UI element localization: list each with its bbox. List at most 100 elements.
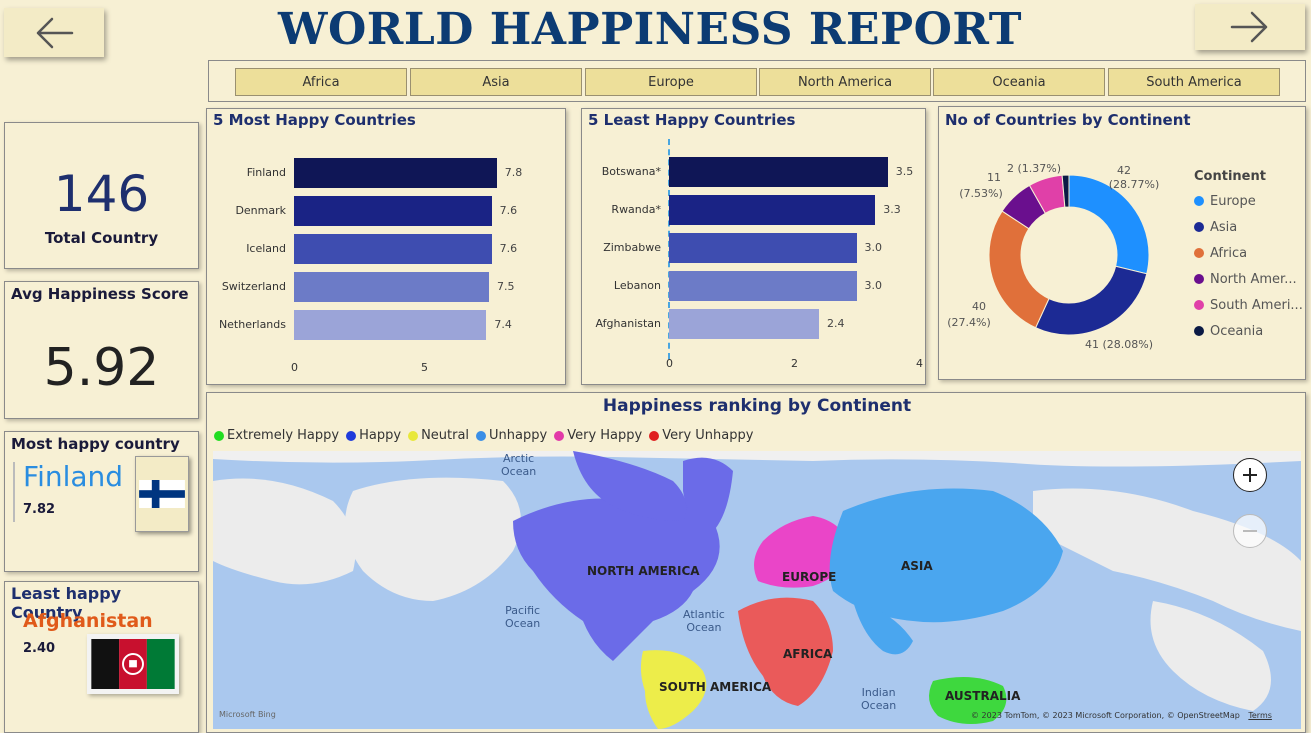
- continent-donut-card: No of Countries by Continent 42 (28.77%) 4…: [938, 106, 1306, 380]
- bar[interactable]: [294, 234, 492, 264]
- bar[interactable]: [294, 158, 497, 188]
- donut-legend: Continent Europe Asia Africa North Amer... S…: [1194, 169, 1303, 344]
- legend-item[interactable]: North Amer...: [1194, 266, 1303, 292]
- africa-label: AFRICA: [783, 647, 833, 661]
- map-legend-item[interactable]: Very Happy: [554, 428, 642, 443]
- bar-value-label: 7.5: [497, 280, 515, 293]
- arrow-left-icon: [36, 17, 74, 48]
- donut-data-label: 2 (1.37%): [1007, 162, 1061, 175]
- slicer-item-europe[interactable]: Europe: [585, 68, 757, 96]
- map-legend-item[interactable]: Very Unhappy: [649, 428, 753, 443]
- slicer-item-oceania[interactable]: Oceania: [933, 68, 1105, 96]
- zoom-out-button[interactable]: [1233, 514, 1267, 548]
- asia-region: [829, 488, 1063, 623]
- map-legend: Extremely Happy Happy Neutral Unhappy Very H…: [214, 428, 756, 443]
- bar-value-label: 3.0: [864, 241, 883, 254]
- total-country-label: Total Country: [44, 229, 159, 247]
- legend-label: Very Happy: [567, 428, 643, 443]
- donut-slice[interactable]: [1061, 174, 1070, 208]
- slicer-item-north-america[interactable]: North America: [759, 68, 931, 96]
- arrow-right-icon: [1230, 11, 1268, 43]
- afghanistan-flag-icon: [87, 634, 179, 694]
- map-attribution: © 2023 TomTom, © 2023 Microsoft Corporat…: [971, 711, 1272, 720]
- slicer-item-asia[interactable]: Asia: [410, 68, 582, 96]
- slicer-item-africa[interactable]: Africa: [235, 68, 407, 96]
- bar-category-label: Rwanda*: [611, 203, 661, 216]
- legend-dot-icon: [346, 430, 357, 441]
- bar-value-label: 3.5: [895, 165, 914, 178]
- asia-label: ASIA: [901, 559, 933, 573]
- legend-item[interactable]: Asia: [1194, 214, 1303, 240]
- donut-data-label: (28.77%): [1109, 178, 1160, 191]
- legend-dot-icon: [1194, 248, 1204, 258]
- legend-label: South Ameri...: [1210, 297, 1303, 313]
- legend-label: Extremely Happy: [227, 428, 340, 443]
- bar-category-label: Denmark: [235, 204, 286, 217]
- legend-dot-icon: [214, 430, 224, 441]
- bar[interactable]: [294, 196, 492, 226]
- donut-slice[interactable]: [1034, 265, 1148, 336]
- total-country-value: 146: [53, 165, 150, 223]
- most-happy-score: 7.82: [23, 502, 56, 517]
- europe-label: EUROPE: [782, 570, 837, 584]
- legend-title: Continent: [1194, 169, 1266, 184]
- world-map[interactable]: Arctic Ocean Pacific Ocean Atlantic Ocea…: [213, 451, 1301, 729]
- chart-title: 5 Least Happy Countries: [588, 111, 796, 129]
- zoom-in-button[interactable]: [1233, 458, 1267, 492]
- chart-title: 5 Most Happy Countries: [213, 111, 416, 129]
- least-happy-chart: Botswana* 3.5 Rwanda* 3.3 Zimbabwe 3.0 Lebanon…: [582, 109, 927, 386]
- bing-logo: Microsoft Bing: [219, 710, 276, 719]
- attribution-text: © 2023 TomTom, © 2023 Microsoft Corporat…: [971, 711, 1240, 720]
- legend-label: North Amer...: [1210, 271, 1297, 287]
- least-happy-country: Afghanistan: [23, 610, 153, 632]
- legend-label: Asia: [1210, 219, 1238, 235]
- x-tick-label: 0: [291, 361, 298, 374]
- bar[interactable]: [294, 310, 487, 340]
- bar-value-label: 7.6: [499, 242, 518, 255]
- bar-category-label: Finland: [246, 166, 286, 179]
- legend-dot-icon: [554, 430, 565, 441]
- terms-link[interactable]: Terms: [1248, 711, 1272, 720]
- bar-category-label: Switzerland: [221, 280, 286, 293]
- bar[interactable]: [669, 271, 857, 301]
- bar[interactable]: [669, 195, 876, 225]
- legend-dot-icon: [1194, 300, 1204, 310]
- north-america-region: [513, 494, 720, 661]
- chart-title: No of Countries by Continent: [945, 111, 1191, 129]
- bar[interactable]: [669, 233, 857, 263]
- bar[interactable]: [669, 309, 819, 339]
- legend-item[interactable]: Africa: [1194, 240, 1303, 266]
- map-legend-item[interactable]: Unhappy: [476, 428, 547, 443]
- donut-data-label: 11: [987, 171, 1001, 184]
- legend-item[interactable]: Europe: [1194, 188, 1303, 214]
- map-legend-item[interactable]: Happy: [346, 428, 401, 443]
- finland-flag-icon: [135, 456, 189, 532]
- donut-data-label: (27.4%): [947, 316, 991, 329]
- legend-label: Oceania: [1210, 323, 1264, 339]
- legend-item[interactable]: Oceania: [1194, 318, 1303, 344]
- back-button[interactable]: [4, 8, 104, 57]
- most-happy-chart-card: 5 Most Happy Countries Finland 7.8 Denmark…: [206, 108, 566, 385]
- slicer-item-south-america[interactable]: South America: [1108, 68, 1280, 96]
- most-happy-label: Most happy country: [11, 435, 180, 453]
- x-tick-label: 5: [421, 361, 428, 374]
- bar[interactable]: [294, 272, 489, 302]
- map-legend-item[interactable]: Neutral: [408, 428, 469, 443]
- least-happy-chart-card: 5 Least Happy Countries Botswana* 3.5 Rwan…: [581, 108, 926, 385]
- australia-label: AUSTRALIA: [945, 689, 1021, 703]
- donut-slice[interactable]: [988, 210, 1050, 329]
- least-happy-score: 2.40: [23, 641, 56, 656]
- bar-value-label: 2.4: [827, 317, 845, 330]
- bar[interactable]: [669, 157, 888, 187]
- continent-slicer: Africa Asia Europe North America Oceania…: [208, 60, 1306, 102]
- map-legend-item[interactable]: Extremely Happy: [214, 428, 339, 443]
- bar-value-label: 7.4: [494, 318, 512, 331]
- bar-category-label: Zimbabwe: [603, 241, 661, 254]
- legend-dot-icon: [1194, 326, 1204, 336]
- donut-data-label: (7.53%): [959, 187, 1003, 200]
- forward-button[interactable]: [1195, 4, 1305, 50]
- legend-label: Europe: [1210, 193, 1256, 209]
- legend-item[interactable]: South Ameri...: [1194, 292, 1303, 318]
- bar-category-label: Netherlands: [218, 318, 286, 331]
- legend-label: Africa: [1210, 245, 1248, 261]
